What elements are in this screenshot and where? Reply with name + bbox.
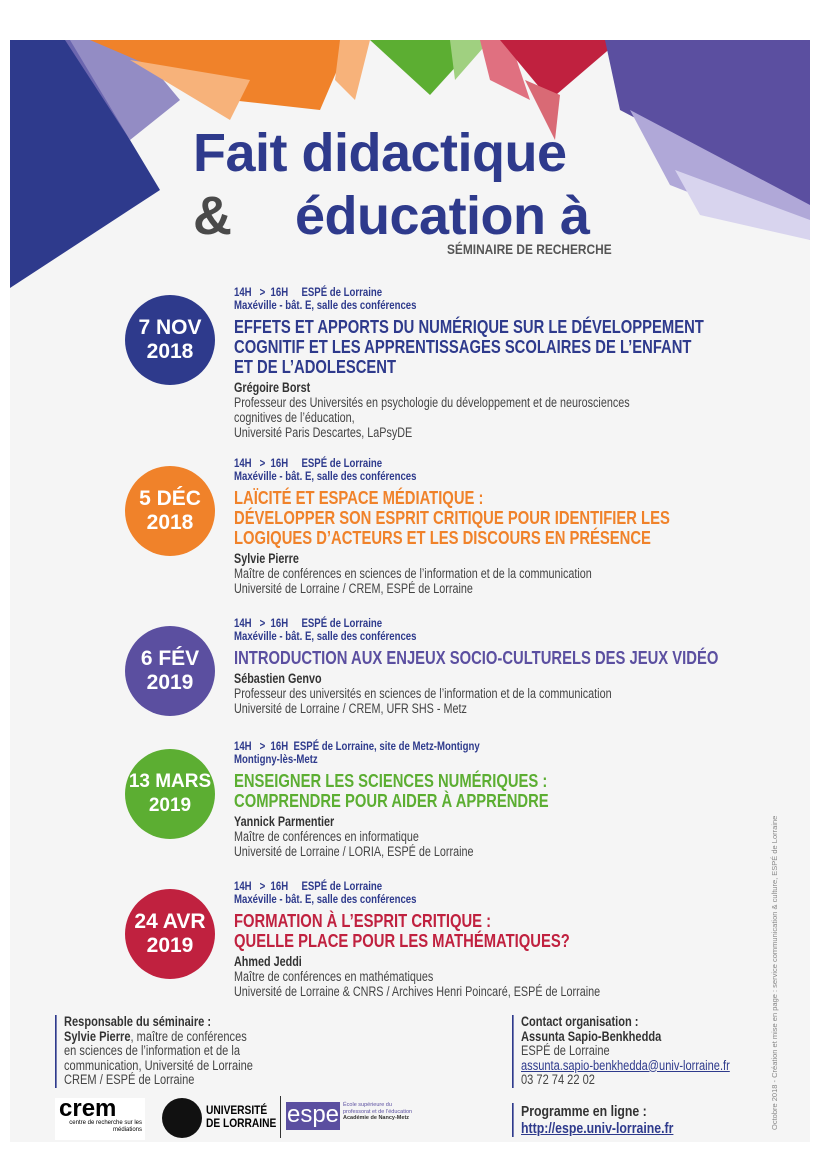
event-speaker: Yannick Parmentier [234, 814, 335, 829]
event-speaker-desc: Maître de conférences en sciences de l’i… [234, 566, 592, 581]
event-speaker-desc: Université de Lorraine / CREM, ESPÉ de L… [234, 581, 473, 596]
event-time: 14H > 16H ESPÉ de Lorraine, site de Metz… [234, 739, 480, 753]
event-title-line: INTRODUCTION AUX ENJEUX SOCIO-CULTURELS … [234, 647, 719, 668]
program-block: Programme en ligne : http://espe.univ-lo… [512, 1103, 673, 1137]
contact-label: Contact organisation : [521, 1014, 639, 1029]
event-speaker: Ahmed Jeddi [234, 954, 302, 969]
event-time: 14H > 16H ESPÉ de Lorraine [234, 616, 383, 630]
date-day: 24 AVR [134, 910, 206, 933]
resp-line: CREM / ESPÉ de Lorraine [64, 1072, 195, 1087]
resp-line: en sciences de l’information et de la [64, 1043, 241, 1058]
contact-name: Assunta Sapio-Benkhedda [521, 1028, 662, 1044]
date-badge: 6 FÉV 2019 [125, 626, 215, 716]
date-day: 5 DÉC [139, 487, 201, 510]
event-title-line: LAÏCITÉ ET ESPACE MÉDIATIQUE : [234, 487, 484, 508]
event-title: LAÏCITÉ ET ESPACE MÉDIATIQUE : DÉVELOPPER… [234, 488, 682, 548]
date-badge: 5 DÉC 2018 [125, 466, 215, 556]
event-title: EFFETS ET APPORTS DU NUMÉRIQUE SUR LE DÉ… [234, 316, 704, 377]
event-speaker-desc: Université Paris Descartes, LaPsyDE [234, 425, 413, 440]
event-speaker: Grégoire Borst [234, 380, 311, 395]
event-speaker-desc: Professeur des Universités en psychologi… [234, 395, 630, 410]
crem-subtitle: centre de recherche sur les médiations [69, 1120, 142, 1133]
date-badge: 7 NOV 2018 [125, 295, 215, 385]
espe-academy: Académie de Nancy-Metz [343, 1115, 410, 1121]
contact-org: ESPÉ de Lorraine [521, 1043, 610, 1058]
poster: Fait didactique & éducation à SÉMINAIRE … [10, 40, 810, 1142]
date-day: 7 NOV [138, 316, 202, 339]
contact-phone: 03 72 74 22 02 [521, 1072, 595, 1087]
credit-text: Octobre 2018 - Création et mise en page … [770, 815, 779, 1130]
espe-logo: espe [286, 1101, 340, 1130]
ul-logo-mark [162, 1098, 202, 1138]
seminar-event: 14H > 16H ESPÉ de Lorraine, site de Metz… [234, 739, 682, 860]
seminar-event: 14H > 16H ESPÉ de Lorraine Maxéville - bâ… [234, 456, 682, 597]
date-badge: 13 MARS 2019 [125, 749, 215, 839]
event-title-line: QUELLE PLACE POUR LES MATHÉMATIQUES? [234, 930, 570, 951]
espe-sub: École supérieure du professorat et de l’… [343, 1102, 413, 1115]
event-title-line: FORMATION À L’ESPRIT CRITIQUE : [234, 910, 492, 931]
event-title-line: ET DE L’ADOLESCENT [234, 356, 396, 377]
date-year: 2019 [146, 671, 194, 694]
resp-line: communication, Université de Lorraine [64, 1057, 253, 1073]
event-speaker-desc: Professeur des universités en sciences d… [234, 686, 612, 701]
date-badge: 24 AVR 2019 [125, 889, 215, 979]
event-place: Maxéville - bât. E, salle des conférence… [234, 892, 417, 906]
event-time: 14H > 16H ESPÉ de Lorraine [234, 456, 383, 470]
subtitle: SÉMINAIRE DE RECHERCHE [447, 241, 612, 257]
event-speaker-desc: Université de Lorraine & CNRS / Archives… [234, 984, 601, 999]
event-speaker: Sébastien Genvo [234, 671, 322, 686]
ampersand: & [193, 186, 232, 246]
contact-email-link[interactable]: assunta.sapio-benkhedda@univ-lorraine.fr [521, 1057, 730, 1073]
seminar-event: 14H > 16H ESPÉ de Lorraine Maxéville - bâ… [234, 879, 682, 1000]
responsible-block: Responsable du séminaire : Sylvie Pierre… [55, 1014, 253, 1088]
resp-label: Responsable du séminaire : [64, 1014, 212, 1029]
seminar-event: 14H > 16H ESPÉ de Lorraine Maxéville - bâ… [234, 285, 704, 441]
event-title: FORMATION À L’ESPRIT CRITIQUE : QUELLE PL… [234, 911, 682, 951]
program-label: Programme en ligne : [521, 1103, 647, 1120]
title-line1: Fait didactique [193, 123, 567, 183]
event-place: Maxéville - bât. E, salle des conférence… [234, 629, 417, 643]
date-year: 2019 [146, 934, 194, 957]
decorative-shapes [10, 40, 810, 288]
resp-name: Sylvie Pierre [64, 1028, 131, 1044]
event-title: ENSEIGNER LES SCIENCES NUMÉRIQUES : COMPR… [234, 771, 682, 811]
date-day: 13 MARS [128, 771, 212, 792]
event-time: 14H > 16H ESPÉ de Lorraine [234, 879, 383, 893]
date-year: 2019 [148, 795, 192, 816]
contact-block: Contact organisation : Assunta Sapio-Ben… [512, 1014, 730, 1088]
crem-logo: crem centre de recherche sur les médiati… [55, 1095, 145, 1140]
title-line2: éducation à [295, 186, 590, 246]
event-place: Montigny-lès-Metz [234, 752, 318, 766]
date-day: 6 FÉV [140, 647, 200, 670]
event-title-line: COGNITIF ET LES APPRENTISSAGES SCOLAIRES… [234, 336, 692, 357]
event-place: Maxéville - bât. E, salle des conférence… [234, 469, 417, 483]
resp-line: , maître de conférences [130, 1028, 247, 1044]
ul-line1: UNIVERSITÉ [206, 1103, 268, 1117]
event-title-line: DÉVELOPPER SON ESPRIT CRITIQUE POUR IDEN… [234, 507, 670, 528]
event-title-line: EFFETS ET APPORTS DU NUMÉRIQUE SUR LE DÉ… [234, 316, 704, 337]
event-place: Maxéville - bât. E, salle des conférence… [234, 298, 417, 312]
espe-subtitle: École supérieure du professorat et de l’… [343, 1102, 413, 1122]
event-time: 14H > 16H ESPÉ de Lorraine [234, 285, 383, 299]
ul-line2: DE LORRAINE [206, 1116, 277, 1130]
event-title-line: COMPRENDRE POUR AIDER À APPRENDRE [234, 790, 549, 811]
program-link[interactable]: http://espe.univ-lorraine.fr [521, 1120, 674, 1137]
event-speaker-desc: Maître de conférences en mathématiques [234, 969, 434, 984]
logo-divider [280, 1096, 281, 1138]
event-title: INTRODUCTION AUX ENJEUX SOCIO-CULTURELS … [234, 647, 719, 668]
event-speaker-desc: cognitives de l’éducation, [234, 410, 355, 425]
ul-logo-text: UNIVERSITÉ DE LORRAINE [206, 1104, 276, 1130]
crem-wordmark: crem [59, 1095, 117, 1122]
seminar-event: 14H > 16H ESPÉ de Lorraine Maxéville - bâ… [234, 616, 719, 717]
event-speaker-desc: Université de Lorraine / LORIA, ESPÉ de … [234, 844, 474, 859]
event-title-line: LOGIQUES D’ACTEURS ET LES DISCOURS EN PR… [234, 527, 651, 548]
date-year: 2018 [146, 511, 194, 534]
event-speaker-desc: Université de Lorraine / CREM, UFR SHS -… [234, 701, 467, 716]
event-speaker-desc: Maître de conférences en informatique [234, 829, 419, 844]
date-year: 2018 [146, 340, 194, 363]
event-speaker: Sylvie Pierre [234, 551, 299, 566]
event-title-line: ENSEIGNER LES SCIENCES NUMÉRIQUES : [234, 770, 548, 791]
